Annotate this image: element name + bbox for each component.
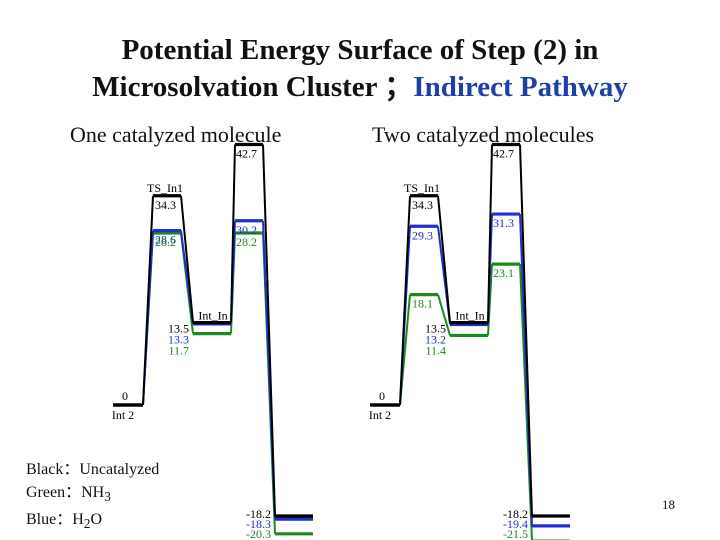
value-label-zero: 0	[122, 389, 128, 403]
connector-nh3-2	[437, 294, 451, 336]
energy-profile-chart-two-catalysts: 34.3 29.3 18.1 13.513.211.4 42.7 31.3 23.1 -18.…	[369, 142, 570, 540]
value-label-nh3-3: 28.2	[236, 235, 257, 249]
value-label-zero: 0	[379, 389, 385, 403]
value-label-h2o-3: 31.3	[493, 216, 514, 230]
connector-uncatalyzed-4	[519, 144, 533, 517]
legend: Black：Uncatalyzed Green：NH3 Blue：H2O	[26, 458, 159, 535]
value-label-uncatalyzed-1: 34.3	[155, 198, 176, 212]
value-label-uncatalyzed-4: -18.2	[503, 507, 528, 521]
state-label-0: Int 2	[112, 408, 134, 422]
value-label-nh3-1: 18.1	[412, 297, 433, 311]
legend-label: Blue	[26, 511, 57, 529]
title-line-2-accent: Indirect Pathway	[413, 71, 628, 103]
energy-profile-chart-one-catalyst: 34.328.628.213.513.311.742.730.228.2-18.…	[112, 142, 313, 540]
title-line-2: Microsolvation Cluster ；Indirect Pathway	[0, 69, 720, 106]
panel-title-one-catalyst: One catalyzed molecule	[70, 122, 282, 147]
value-label-uncatalyzed-2: 13.5	[168, 322, 189, 336]
slide-number: 18	[662, 497, 675, 512]
legend-item-nh3: Green：NH3	[26, 484, 111, 505]
connector-uncatalyzed-1	[142, 195, 154, 406]
value-label-uncatalyzed-4: -18.2	[246, 507, 271, 521]
value-label-h2o-3: 30.2	[236, 223, 257, 237]
value-label-nh3-3: 23.1	[493, 266, 514, 280]
value-label-h2o-4: -19.4	[503, 517, 528, 531]
connector-uncatalyzed-3	[487, 144, 493, 323]
connector-uncatalyzed-4	[262, 144, 276, 517]
title-line-1: Potential Energy Surface of Step (2) in	[121, 34, 599, 66]
value-label-nh3-4: -20.3	[246, 527, 271, 540]
title-line-2-prefix: Microsolvation Cluster ；	[92, 71, 414, 103]
state-label-1: TS_In1	[404, 181, 440, 195]
value-label-nh3-4: -21.5	[503, 527, 528, 540]
value-label-nh3-2: 11.7	[168, 344, 189, 358]
value-label-h2o-4: -18.3	[246, 517, 271, 531]
panel-title-two-catalysts: Two catalyzed molecules	[372, 122, 595, 147]
state-label-1: TS_In1	[147, 181, 183, 195]
value-label-uncatalyzed-3: 42.7	[236, 147, 257, 161]
value-label-uncatalyzed-3: 42.7	[493, 147, 514, 161]
value-label-uncatalyzed-1: 34.3	[412, 198, 433, 212]
value-label-h2o-2: 13.2	[425, 333, 446, 347]
value-label-nh3-2: 11.4	[425, 344, 446, 358]
legend-value: NH	[81, 484, 105, 501]
legend-value: Uncatalyzed	[79, 461, 160, 478]
state-label-2: Int_In	[455, 309, 484, 323]
state-label-2: Int_In	[198, 309, 227, 323]
legend-label: Green	[26, 484, 66, 501]
legend-label: Black	[26, 461, 64, 478]
value-label-h2o-1: 28.6	[155, 233, 176, 247]
value-label-uncatalyzed-2: 13.5	[425, 322, 446, 336]
connector-uncatalyzed-2	[437, 195, 451, 323]
value-label-h2o-1: 29.3	[412, 228, 433, 242]
connector-uncatalyzed-2	[180, 195, 194, 323]
legend-item-uncatalyzed: Black：Uncatalyzed	[26, 461, 160, 478]
legend-value: H	[72, 511, 84, 529]
slide-title: Potential Energy Surface of Step (2) in …	[0, 32, 720, 106]
value-label-nh3-1: 28.2	[155, 235, 176, 249]
state-label-0: Int 2	[369, 408, 391, 422]
connector-uncatalyzed-1	[399, 195, 411, 406]
legend-item-h2o: Blue：H2O	[26, 511, 103, 532]
connector-uncatalyzed-3	[230, 144, 236, 323]
value-label-h2o-2: 13.3	[168, 333, 189, 347]
